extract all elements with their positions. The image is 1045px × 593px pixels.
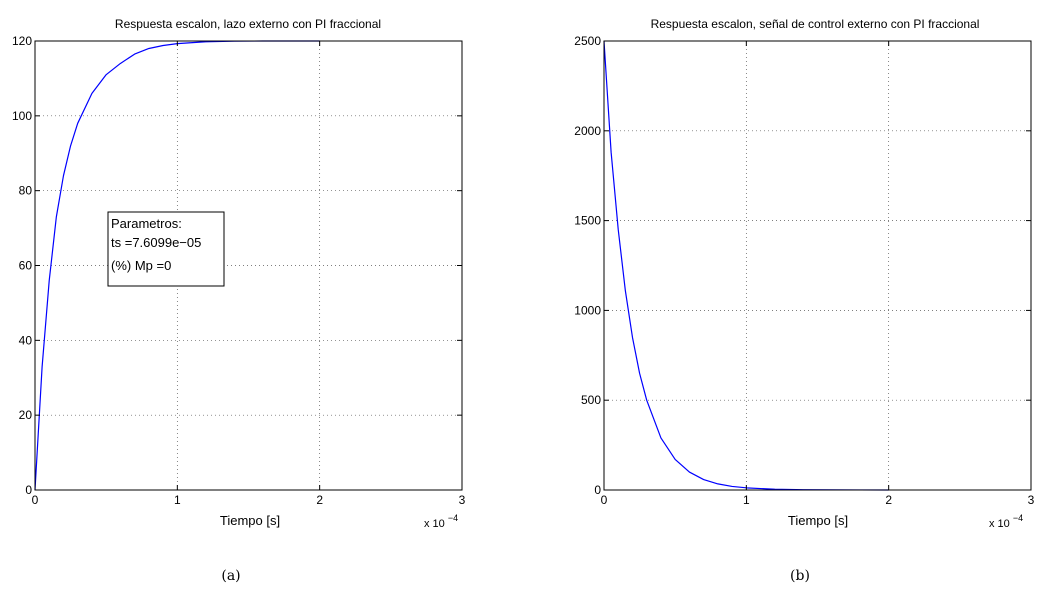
y-tick-label: 1000	[574, 303, 601, 317]
y-tick-label: 2500	[574, 34, 601, 48]
plot-area	[35, 41, 462, 490]
x-axis-label: Tiempo [s]	[220, 513, 280, 528]
chart-title: Respuesta escalon, señal de control exte…	[651, 17, 980, 31]
y-tick-label: 1500	[574, 214, 601, 228]
y-tick-label: 120	[12, 34, 32, 48]
y-tick-label: 100	[12, 109, 32, 123]
y-tick-label: 2000	[574, 124, 601, 138]
x-multiplier-exp: −4	[1013, 513, 1023, 523]
grid-lines	[604, 41, 1031, 490]
x-tick-label: 2	[885, 493, 892, 507]
y-tick-label: 500	[581, 393, 601, 407]
plot-area	[604, 41, 1031, 490]
x-multiplier: x 10 −4	[424, 513, 458, 530]
chart-control-signal: Respuesta escalon, señal de control exte…	[574, 17, 1034, 530]
y-tick-label: 40	[19, 333, 33, 347]
svg-text:x 10 −4: x 10 −4	[424, 513, 458, 530]
y-tick-label: 20	[19, 408, 33, 422]
y-tick-label: 80	[19, 184, 33, 198]
chart-step-response: Respuesta escalon, lazo externo con PI f…	[12, 17, 466, 530]
y-tick-label: 0	[25, 483, 32, 497]
x-multiplier-base: x 10	[989, 518, 1010, 530]
tick-group: 0 1 2 3 0 20 40 60 80 100 120	[12, 34, 466, 507]
tick-group: 0 1 2 3 0 500 1000 1500 2000 2500	[574, 34, 1034, 507]
caption-b: (b)	[790, 568, 810, 584]
x-tick-label: 3	[459, 493, 466, 507]
plot-frame	[603, 40, 1032, 491]
x-tick-label: 2	[316, 493, 323, 507]
x-tick-label: 0	[601, 493, 608, 507]
annotation-line-3: (%) Mp =0	[111, 258, 171, 273]
x-axis-label: Tiempo [s]	[788, 513, 848, 528]
y-tick-label: 0	[594, 483, 601, 497]
x-multiplier: x 10 −4	[989, 513, 1023, 530]
x-tick-label: 1	[174, 493, 181, 507]
x-tick-label: 1	[743, 493, 750, 507]
annotation-line-2: ts =7.6099e−05	[111, 235, 201, 250]
y-tick-label: 60	[19, 259, 33, 273]
parameter-annotation: Parametros: ts =7.6099e−05 (%) Mp =0	[107, 211, 225, 287]
chart-title: Respuesta escalon, lazo externo con PI f…	[115, 17, 381, 31]
annotation-box	[107, 211, 225, 287]
x-tick-label: 3	[1028, 493, 1035, 507]
annotation-line-1: Parametros:	[111, 216, 182, 231]
caption-a: (a)	[221, 568, 241, 584]
svg-text:x 10 −4: x 10 −4	[989, 513, 1023, 530]
x-multiplier-exp: −4	[448, 513, 458, 523]
x-multiplier-base: x 10	[424, 518, 445, 530]
x-tick-label: 0	[32, 493, 39, 507]
